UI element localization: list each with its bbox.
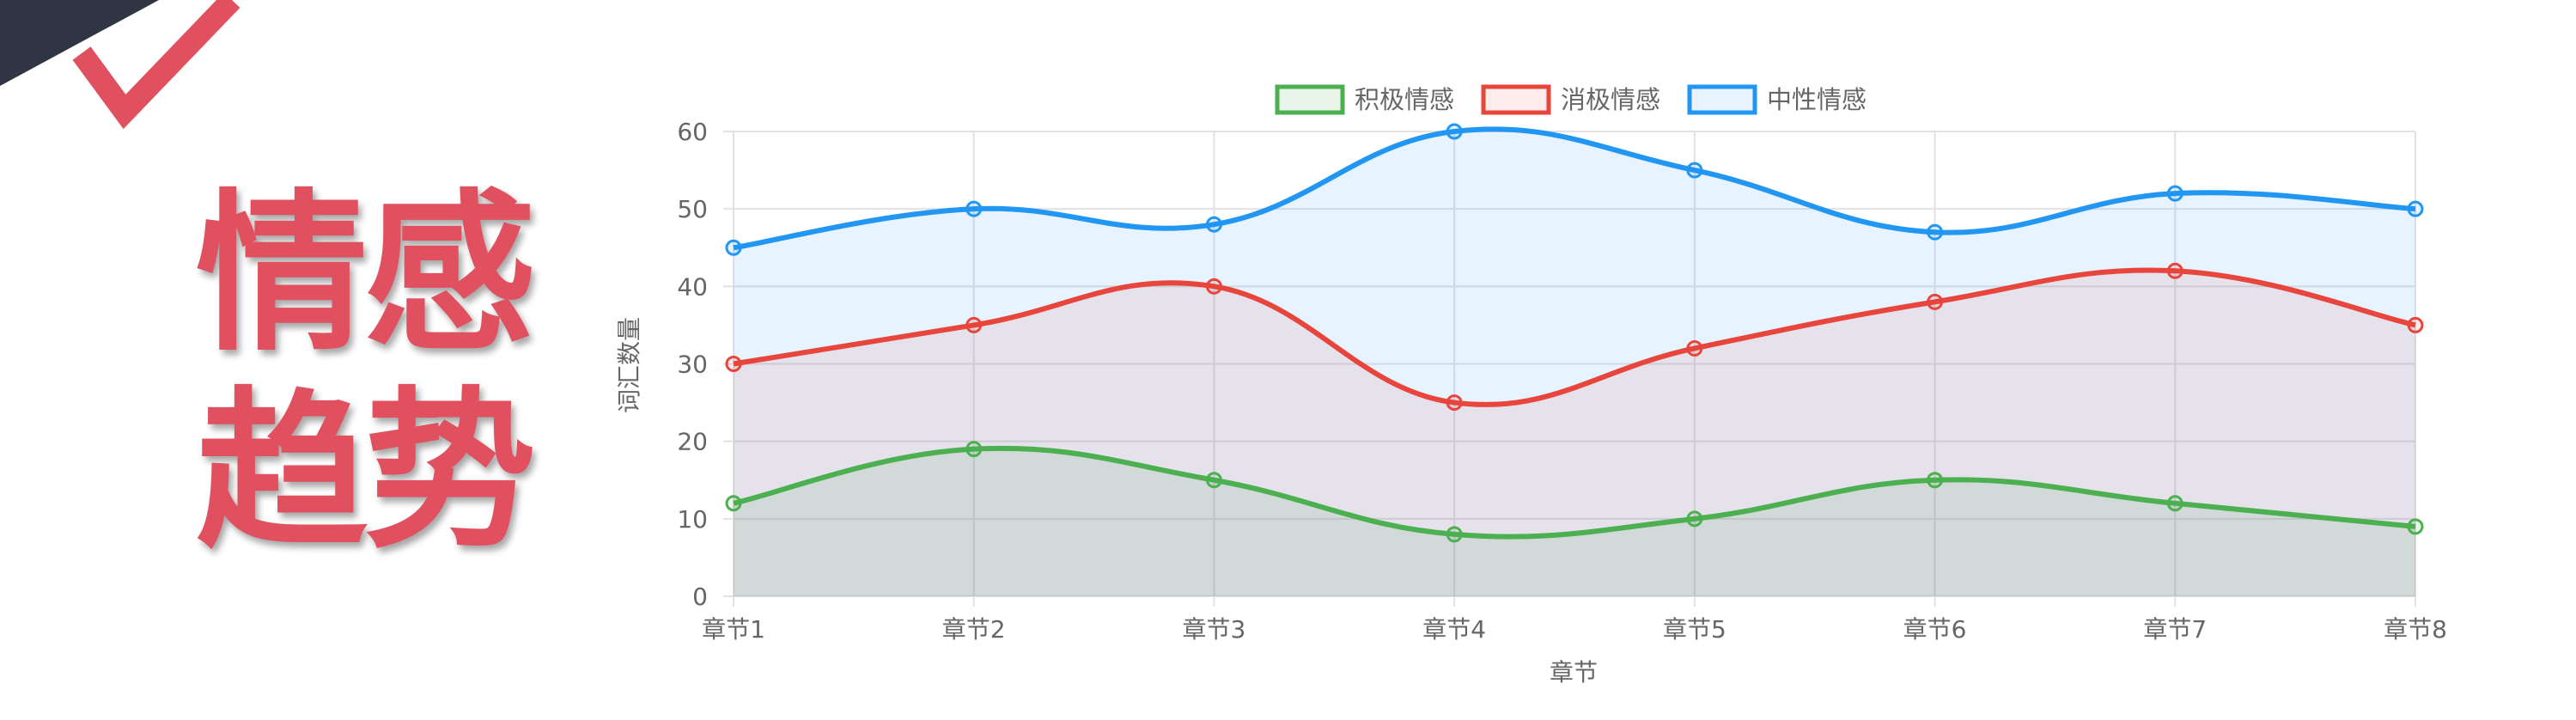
- x-tick-label-7: 章节7: [2143, 615, 2207, 644]
- data-point-s2-3: [1207, 279, 1221, 293]
- chart-legend[interactable]: 积极情感 消极情感 中性情感: [1277, 85, 1867, 114]
- y-tick-label-0: 0: [692, 583, 708, 611]
- data-point-s3-4: [1447, 125, 1461, 138]
- y-tick-label-20: 20: [677, 428, 708, 456]
- x-tick-label-6: 章节6: [1903, 615, 1967, 644]
- data-point-s1-1: [727, 497, 740, 510]
- y-tick-label-30: 30: [677, 351, 708, 379]
- y-tick-label-60: 60: [677, 118, 708, 146]
- y-tick-label-10: 10: [677, 505, 708, 534]
- data-point-s1-6: [1928, 473, 1942, 487]
- data-point-s2-6: [1928, 295, 1942, 308]
- data-point-s3-3: [1207, 217, 1221, 231]
- data-point-s3-6: [1928, 225, 1942, 239]
- data-point-s2-5: [1688, 341, 1702, 355]
- data-point-s1-2: [967, 442, 981, 456]
- y-axis-label: 词汇数量: [615, 317, 643, 413]
- x-tick-label-1: 章节1: [702, 615, 765, 644]
- legend-label-1: 积极情感: [1355, 85, 1454, 114]
- y-tick-label-40: 40: [677, 272, 708, 301]
- chart-area-fills: [734, 129, 2415, 596]
- data-point-s3-2: [967, 202, 981, 216]
- legend-swatch-3: [1690, 87, 1755, 113]
- x-tick-label-5: 章节5: [1663, 615, 1726, 644]
- legend-label-2: 消极情感: [1561, 85, 1660, 114]
- data-point-s2-7: [2168, 264, 2182, 278]
- x-axis-label: 章节: [1550, 658, 1598, 686]
- data-point-s1-7: [2168, 497, 2182, 510]
- data-point-s2-2: [967, 318, 981, 332]
- x-tick-label-2: 章节2: [942, 615, 1006, 644]
- data-point-s1-8: [2409, 520, 2422, 534]
- x-tick-label-3: 章节3: [1183, 615, 1246, 644]
- legend-swatch-1: [1277, 87, 1343, 113]
- data-point-s3-5: [1688, 163, 1702, 177]
- x-tick-label-8: 章节8: [2384, 615, 2447, 644]
- data-point-s2-8: [2409, 318, 2422, 332]
- legend-label-3: 中性情感: [1767, 85, 1867, 114]
- y-tick-label-50: 50: [677, 195, 708, 223]
- data-point-s2-1: [727, 357, 740, 371]
- data-point-s1-3: [1207, 473, 1221, 487]
- series-fill-3: [734, 129, 2415, 596]
- data-point-s3-1: [727, 241, 740, 254]
- data-point-s1-5: [1688, 512, 1702, 526]
- data-point-s3-8: [2409, 202, 2422, 216]
- data-point-s3-7: [2168, 186, 2182, 200]
- legend-swatch-2: [1483, 87, 1549, 113]
- data-point-s2-4: [1447, 396, 1461, 410]
- data-point-s1-4: [1447, 528, 1461, 541]
- x-tick-label-4: 章节4: [1422, 615, 1486, 644]
